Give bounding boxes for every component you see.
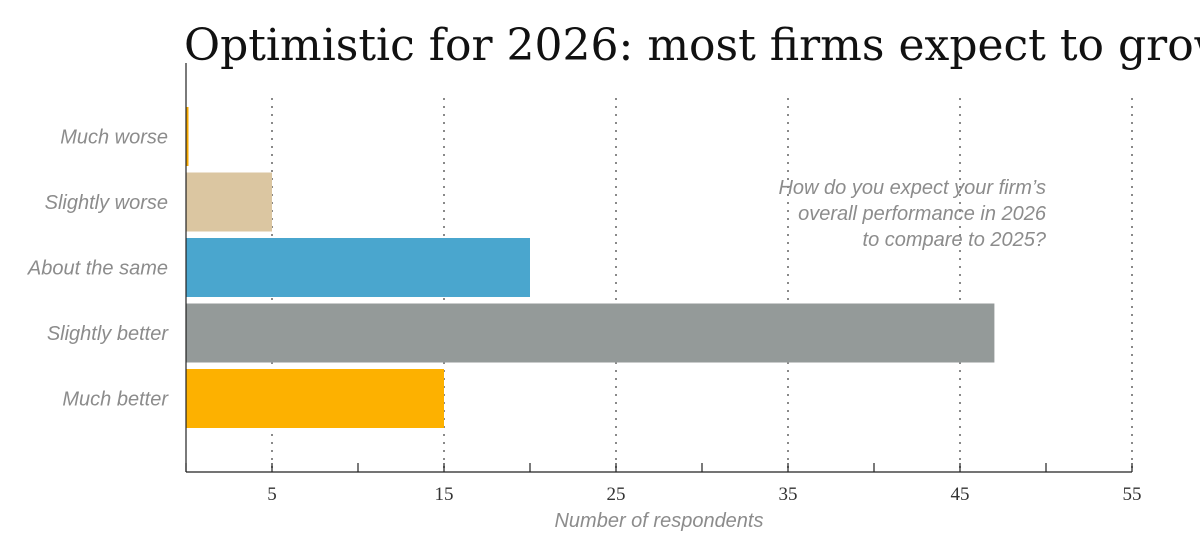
x-axis-label: Number of respondents [554,510,763,532]
bar [186,369,444,428]
tick-label: 55 [1123,484,1142,505]
bars [186,107,995,428]
annotation-line: to compare to 2025? [863,229,1047,251]
category-label: About the same [27,258,168,280]
tick-label: 5 [267,484,277,505]
tick-label: 25 [607,484,626,505]
category-labels: Much worse Slightly worse About the same Sl… [27,127,169,411]
tick-label: 15 [435,484,454,505]
annotation-line: How do you expect your firm’s [778,177,1046,199]
tick-label: 35 [779,484,798,505]
category-label: Much better [62,389,169,411]
bar [186,238,530,297]
axes [185,63,1132,473]
tick-label: 45 [951,484,970,505]
question-annotation: How do you expect your firm’s overall per… [778,177,1046,251]
category-label: Much worse [60,127,168,149]
bar [186,107,189,166]
chart-title: Optimistic for 2026: most firms expect t… [184,20,1200,71]
category-label: Slightly worse [45,192,168,214]
bar [186,303,995,363]
annotation-line: overall performance in 2026 [798,203,1047,225]
bar [186,172,272,232]
category-label: Slightly better [47,323,170,345]
x-ticks: 5 15 25 35 45 55 [185,463,1142,505]
